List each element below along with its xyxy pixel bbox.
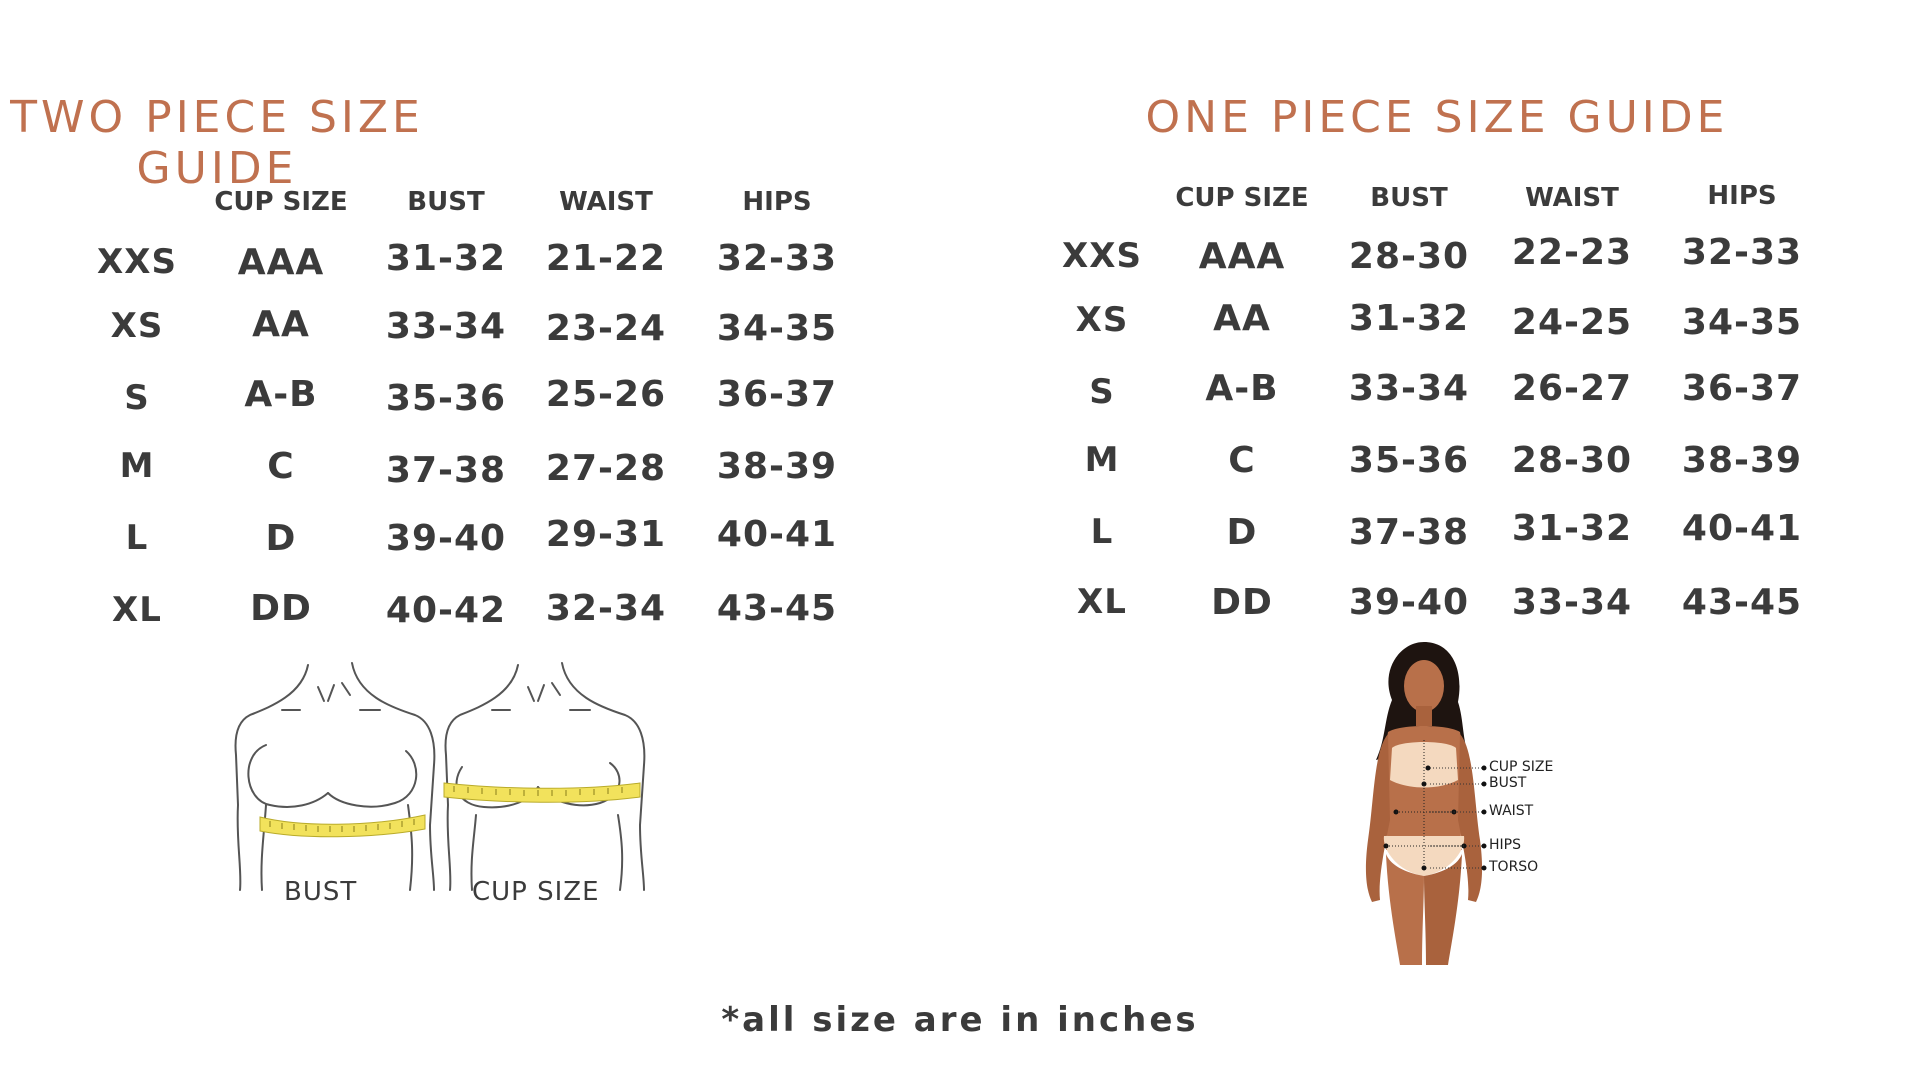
waist-value: 21-22: [545, 238, 667, 279]
cup-value: D: [265, 518, 297, 559]
header-hips: HIPS: [1707, 181, 1777, 211]
waist-value: 26-27: [1511, 368, 1633, 409]
header-waist: WAIST: [559, 187, 653, 217]
header-bust: BUST: [1370, 183, 1448, 213]
size-label: XL: [1077, 582, 1127, 622]
cup-value: D: [1226, 512, 1258, 553]
header-hips: HIPS: [742, 187, 812, 217]
size-label: M: [119, 446, 155, 486]
hips-value: 43-45: [716, 588, 838, 629]
size-label: L: [1090, 512, 1114, 552]
hips-value: 36-37: [1681, 368, 1803, 409]
hips-value: 34-35: [716, 308, 838, 349]
figure-label-hips: HIPS: [1489, 837, 1521, 853]
cup-value: A-B: [1205, 368, 1279, 409]
figure-label-torso: TORSO: [1489, 859, 1539, 875]
cup-value: C: [1228, 440, 1256, 481]
cup-value: DD: [1211, 582, 1273, 623]
hips-value: 40-41: [1681, 508, 1803, 549]
bust-value: 37-38: [385, 450, 507, 491]
header-cup-size: CUP SIZE: [1175, 183, 1309, 213]
figure-label-bust: BUST: [1489, 775, 1527, 791]
hips-value: 32-33: [1681, 232, 1803, 273]
cup-size-measure-illustration: [443, 662, 646, 891]
header-cup-size: CUP SIZE: [214, 187, 348, 217]
figure-label-waist: WAIST: [1489, 803, 1534, 819]
header-bust: BUST: [407, 187, 485, 217]
waist-value: 22-23: [1511, 232, 1633, 273]
units-footnote: *all size are in inches: [721, 1000, 1199, 1040]
size-label: XXS: [1062, 236, 1142, 276]
figure-leader-lines: [1430, 765, 1487, 871]
hips-value: 32-33: [716, 238, 838, 279]
bust-value: 35-36: [1348, 440, 1470, 481]
cup-value: AAA: [1198, 236, 1286, 277]
waist-value: 31-32: [1511, 508, 1633, 549]
waist-value: 29-31: [545, 514, 667, 555]
cup-value: AA: [1213, 298, 1271, 339]
bust-illustration-label: BUST: [284, 877, 358, 907]
size-label: XL: [112, 590, 162, 630]
hips-value: 38-39: [716, 446, 838, 487]
waist-value: 25-26: [545, 374, 667, 415]
size-label: S: [1089, 372, 1115, 412]
cup-value: DD: [250, 588, 312, 629]
cup-value: A-B: [244, 374, 318, 415]
size-label: L: [125, 518, 149, 558]
header-waist: WAIST: [1525, 183, 1619, 213]
bust-value: 33-34: [385, 306, 507, 347]
two-piece-title: TWO PIECE SIZE GUIDE: [10, 92, 424, 194]
one-piece-title: ONE PIECE SIZE GUIDE: [1145, 92, 1729, 143]
two-piece-size-guide: TWO PIECE SIZE GUIDE CUP SIZE BUST WAIST…: [10, 92, 838, 907]
waist-value: 28-30: [1511, 440, 1633, 481]
hips-value: 40-41: [716, 514, 838, 555]
size-label: M: [1084, 440, 1120, 480]
bust-value: 35-36: [385, 378, 507, 419]
waist-value: 24-25: [1511, 302, 1633, 343]
bust-value: 39-40: [1348, 582, 1470, 623]
waist-value: 32-34: [545, 588, 667, 629]
bust-value: 37-38: [1348, 512, 1470, 553]
cup-value: AAA: [237, 242, 325, 283]
size-label: XS: [110, 306, 164, 346]
bust-measure-illustration: [234, 662, 436, 891]
one-piece-size-guide: ONE PIECE SIZE GUIDE CUP SIZE BUST WAIST…: [960, 0, 1920, 1080]
waist-value: 23-24: [545, 308, 667, 349]
size-label: S: [124, 378, 150, 418]
size-label: XXS: [97, 242, 177, 282]
bust-value: 33-34: [1348, 368, 1470, 409]
waist-value: 33-34: [1511, 582, 1633, 623]
body-measure-figure: [1365, 642, 1483, 965]
hips-value: 43-45: [1681, 582, 1803, 623]
figure-label-cup-size: CUP SIZE: [1489, 759, 1554, 775]
hips-value: 36-37: [716, 374, 838, 415]
hips-value: 34-35: [1681, 302, 1803, 343]
bust-value: 39-40: [385, 518, 507, 559]
cup-size-illustration-label: CUP SIZE: [472, 877, 600, 907]
hips-value: 38-39: [1681, 440, 1803, 481]
waist-value: 27-28: [545, 448, 667, 489]
cup-value: AA: [252, 304, 310, 345]
bust-value: 31-32: [385, 238, 507, 279]
cup-value: C: [267, 446, 295, 487]
bust-value: 31-32: [1348, 298, 1470, 339]
bust-value: 40-42: [385, 590, 507, 631]
size-label: XS: [1075, 300, 1129, 340]
bust-value: 28-30: [1348, 236, 1470, 277]
